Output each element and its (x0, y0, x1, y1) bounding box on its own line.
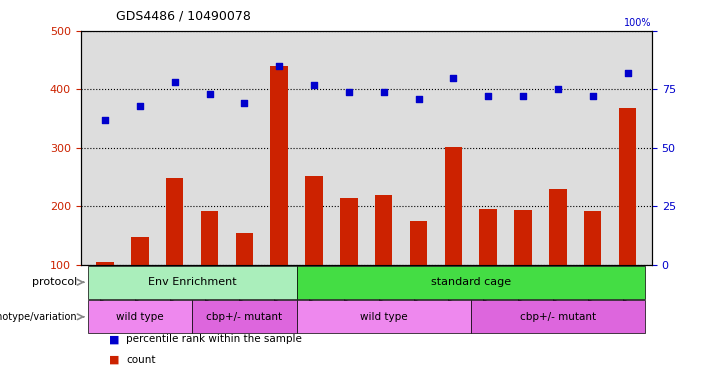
Bar (236, 233, 253, 265)
Point (100, 117, 111, 123)
Bar (192, 300, 297, 333)
Bar (88, 266, 297, 299)
Point (204, 91, 215, 97)
Bar (479, 209, 497, 265)
Bar (96, 262, 114, 265)
Bar (584, 211, 601, 265)
Bar (471, 300, 645, 333)
Text: wild type: wild type (116, 312, 163, 322)
Point (134, 103, 145, 109)
Point (413, 96, 424, 102)
Text: protocol: protocol (32, 277, 77, 287)
Point (622, 70, 633, 76)
Text: genotype/variation: genotype/variation (0, 312, 77, 322)
Text: 100%: 100% (625, 18, 652, 28)
Text: wild type: wild type (360, 312, 407, 322)
Bar (271, 66, 288, 265)
Point (239, 100, 250, 106)
Bar (306, 176, 322, 265)
Point (169, 79, 180, 85)
Bar (297, 300, 471, 333)
Point (378, 89, 389, 95)
Point (517, 93, 529, 99)
Text: ■: ■ (109, 334, 119, 344)
Point (308, 81, 320, 88)
Point (448, 74, 459, 81)
Text: standard cage: standard cage (430, 277, 511, 287)
Point (482, 93, 494, 99)
Point (587, 93, 599, 99)
Bar (166, 178, 184, 265)
Text: percentile rank within the sample: percentile rank within the sample (126, 334, 302, 344)
Point (552, 86, 564, 92)
Text: ■: ■ (109, 355, 119, 365)
Bar (88, 300, 192, 333)
Bar (515, 210, 532, 265)
Bar (619, 108, 637, 265)
Point (343, 89, 355, 95)
Bar (375, 195, 393, 265)
Text: cbp+/- mutant: cbp+/- mutant (206, 312, 283, 322)
Text: cbp+/- mutant: cbp+/- mutant (520, 312, 596, 322)
Text: GDS4486 / 10490078: GDS4486 / 10490078 (116, 9, 250, 22)
Bar (200, 211, 218, 265)
Text: count: count (126, 355, 156, 365)
Bar (444, 147, 462, 265)
Bar (131, 237, 149, 265)
Bar (297, 266, 645, 299)
Bar (340, 198, 358, 265)
Point (273, 63, 285, 69)
Text: Env Enrichment: Env Enrichment (148, 277, 236, 287)
Bar (410, 221, 427, 265)
Bar (549, 189, 566, 265)
